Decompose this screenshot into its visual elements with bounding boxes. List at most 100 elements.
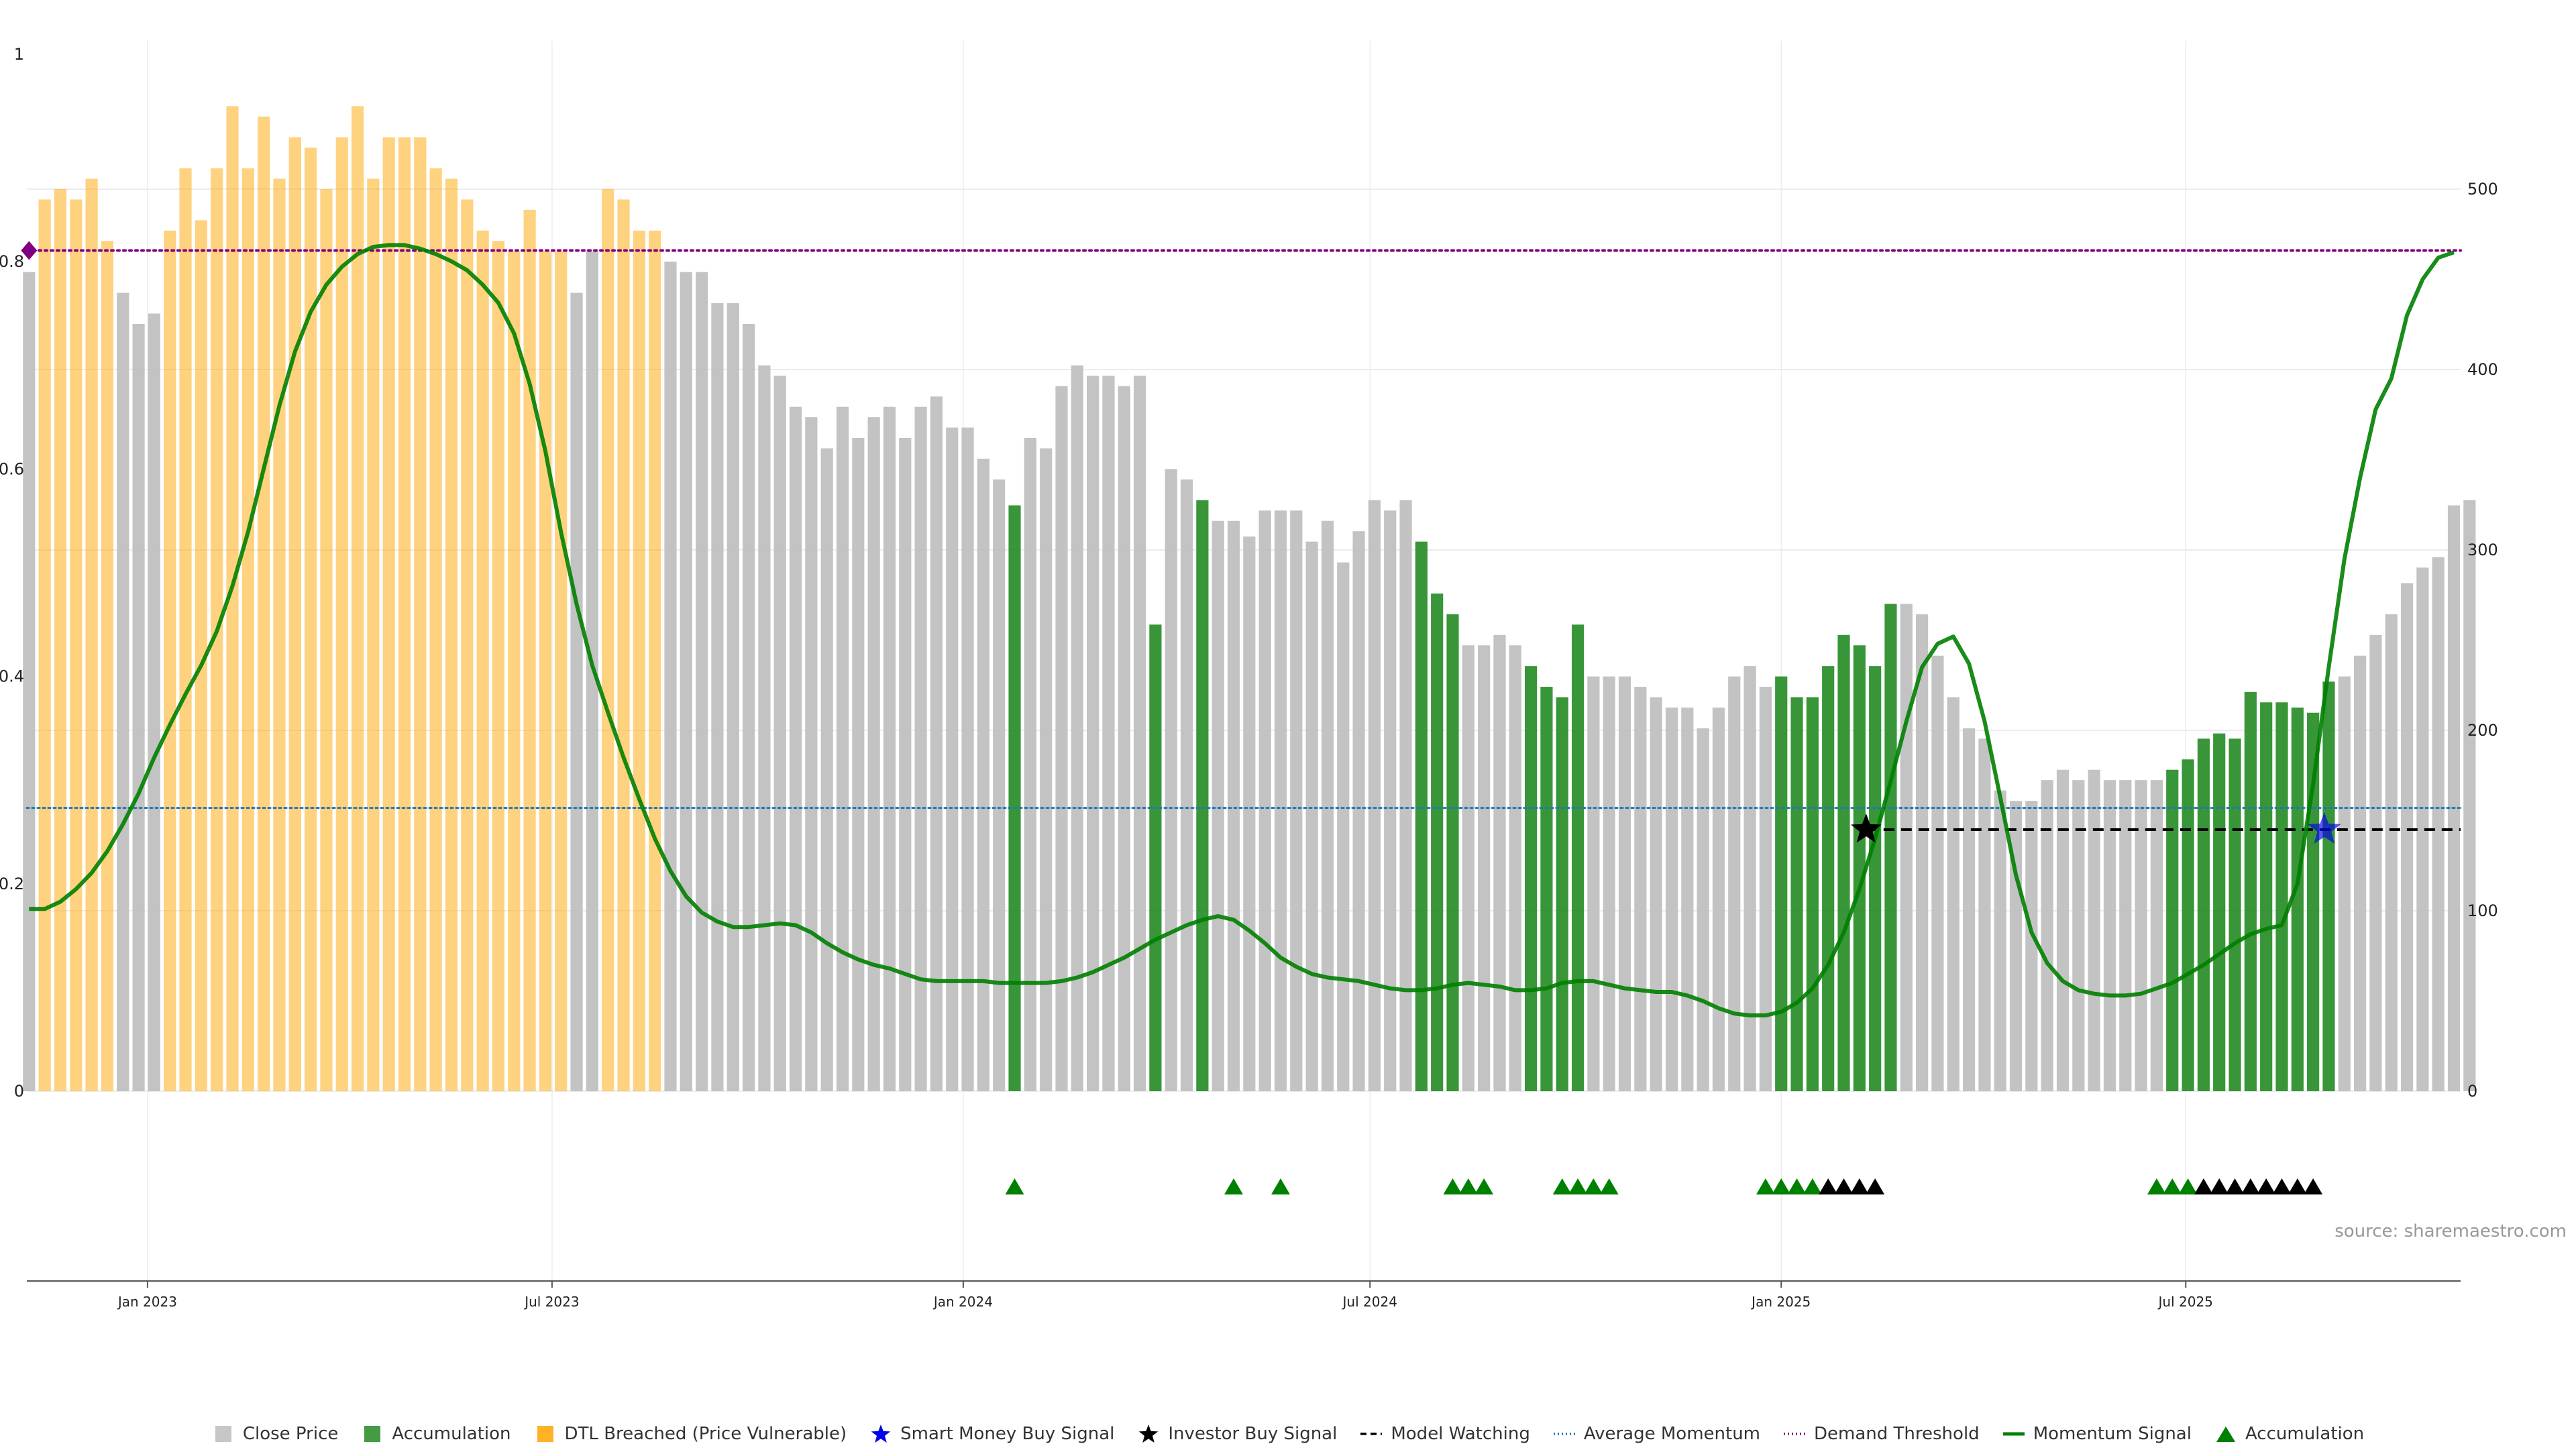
accumulation-bar <box>2197 738 2210 1091</box>
accumulation-bar <box>1806 697 1819 1091</box>
close-price-bar <box>2025 801 2038 1091</box>
investor-triangle <box>2194 1178 2213 1194</box>
legend-item: Average Momentum <box>1553 1424 1760 1444</box>
legend-label: Model Watching <box>1391 1424 1530 1444</box>
accumulation-triangle <box>1552 1178 1572 1194</box>
dtl-breached-bar <box>101 241 114 1091</box>
close-price-bar <box>664 262 677 1092</box>
close-price-bar <box>1212 520 1224 1091</box>
close-price-bar <box>1102 376 1115 1091</box>
accumulation-triangle <box>1772 1178 1791 1194</box>
close-price-bar <box>1962 728 1976 1091</box>
dtl-breached-bar <box>288 137 301 1092</box>
accumulation-triangle <box>1568 1178 1588 1194</box>
lines-layer <box>25 243 2462 1017</box>
accumulation-triangle <box>1474 1178 1494 1194</box>
legend-swatch-icon <box>869 1424 892 1444</box>
dtl-breached-bar <box>414 137 427 1092</box>
close-price-bar <box>2150 780 2163 1091</box>
close-price-bar <box>1118 386 1130 1091</box>
close-price-bar <box>1368 500 1381 1091</box>
accumulation-triangle <box>1224 1178 1244 1194</box>
dtl-breached-bar <box>70 199 83 1092</box>
close-price-bar <box>930 396 943 1092</box>
close-price-bar <box>805 417 818 1091</box>
legend-swatch-icon <box>1360 1424 1383 1444</box>
accumulation-bar <box>2244 691 2257 1091</box>
source-note: source: sharemaestro.com <box>2334 1221 2567 1241</box>
accumulation-bar <box>1525 666 1538 1091</box>
right-tick-label: 500 <box>2467 180 2498 199</box>
dtl-breached-bar <box>523 209 536 1091</box>
close-price-bar <box>1290 510 1303 1091</box>
accumulation-bar <box>1446 614 1459 1091</box>
close-price-bar <box>1947 697 1960 1091</box>
legend-label: Investor Buy Signal <box>1168 1424 1338 1444</box>
dtl-breached-bar <box>38 199 51 1092</box>
accumulation-triangle <box>2147 1178 2166 1194</box>
dtl-breached-bar <box>179 168 192 1091</box>
accumulation-bar <box>2182 759 2194 1091</box>
investor-triangle <box>1866 1178 1885 1194</box>
close-price-bar <box>1509 645 1521 1091</box>
legend-swatch-icon <box>1137 1424 1160 1444</box>
legend-swatch-icon <box>361 1424 384 1444</box>
close-price-bar <box>1587 676 1600 1091</box>
accumulation-bar <box>1775 676 1788 1091</box>
dtl-breached-bar <box>429 168 442 1091</box>
dtl-breached-bar <box>241 168 254 1091</box>
accumulation-bar <box>1822 666 1835 1091</box>
dtl-breached-bar <box>492 241 505 1091</box>
close-price-bar <box>1603 676 1615 1091</box>
accumulation-triangle <box>1271 1178 1290 1194</box>
accumulation-triangle <box>1584 1178 1603 1194</box>
legend-item: Smart Money Buy Signal <box>869 1424 1114 1444</box>
legend-label: Accumulation <box>2245 1424 2365 1444</box>
investor-triangle <box>2304 1178 2323 1194</box>
markers-layer <box>21 241 2341 1194</box>
legend-item: DTL Breached (Price Vulnerable) <box>534 1424 847 1444</box>
dtl-breached-bar <box>398 137 411 1092</box>
dtl-breached-bar <box>335 137 348 1092</box>
momentum-signal-line <box>29 243 2455 1017</box>
legend-label: Smart Money Buy Signal <box>900 1424 1115 1444</box>
close-price-bar <box>1305 541 1318 1091</box>
close-price-bar <box>2135 780 2147 1091</box>
close-price-bar <box>883 406 896 1091</box>
x-tick-label: Jan 2024 <box>932 1294 993 1310</box>
legend-label: DTL Breached (Price Vulnerable) <box>564 1424 847 1444</box>
close-price-bar <box>1165 469 1177 1091</box>
legend-label: Close Price <box>242 1424 339 1444</box>
dtl-breached-bar <box>226 106 239 1091</box>
close-price-bar <box>1071 365 1083 1091</box>
dtl-breached-bar <box>320 188 333 1092</box>
accumulation-triangle <box>1005 1178 1024 1194</box>
legend-item: Momentum Signal <box>2002 1424 2192 1444</box>
close-price-bar <box>2353 655 2367 1091</box>
accumulation-triangle <box>1756 1178 1775 1194</box>
investor-triangle <box>2225 1178 2245 1194</box>
accumulation-bar <box>2166 769 2179 1091</box>
close-price-bar <box>993 479 1006 1091</box>
dtl-breached-bar <box>351 106 364 1091</box>
accumulation-triangle <box>2163 1178 2182 1194</box>
legend-label: Accumulation <box>392 1424 511 1444</box>
dtl-breached-bar <box>164 230 176 1091</box>
accumulation-bar <box>1790 697 1803 1091</box>
close-price-bar <box>2369 634 2382 1091</box>
close-price-bar <box>1227 520 1240 1091</box>
close-price-bar <box>117 292 129 1092</box>
accumulation-triangle <box>2178 1178 2198 1194</box>
dtl-breached-bar <box>508 251 521 1091</box>
legend-item: Accumulation <box>2214 1424 2364 1444</box>
accumulation-bar <box>2322 681 2335 1091</box>
close-price-bar <box>2447 505 2461 1091</box>
bars-layer <box>23 106 2476 1092</box>
close-price-bar <box>1712 707 1725 1091</box>
close-price-bar <box>899 438 912 1091</box>
investor-triangle <box>2210 1178 2229 1194</box>
legend-label: Demand Threshold <box>1814 1424 1980 1444</box>
close-price-bar <box>2432 557 2445 1091</box>
right-tick-label: 400 <box>2467 360 2498 379</box>
